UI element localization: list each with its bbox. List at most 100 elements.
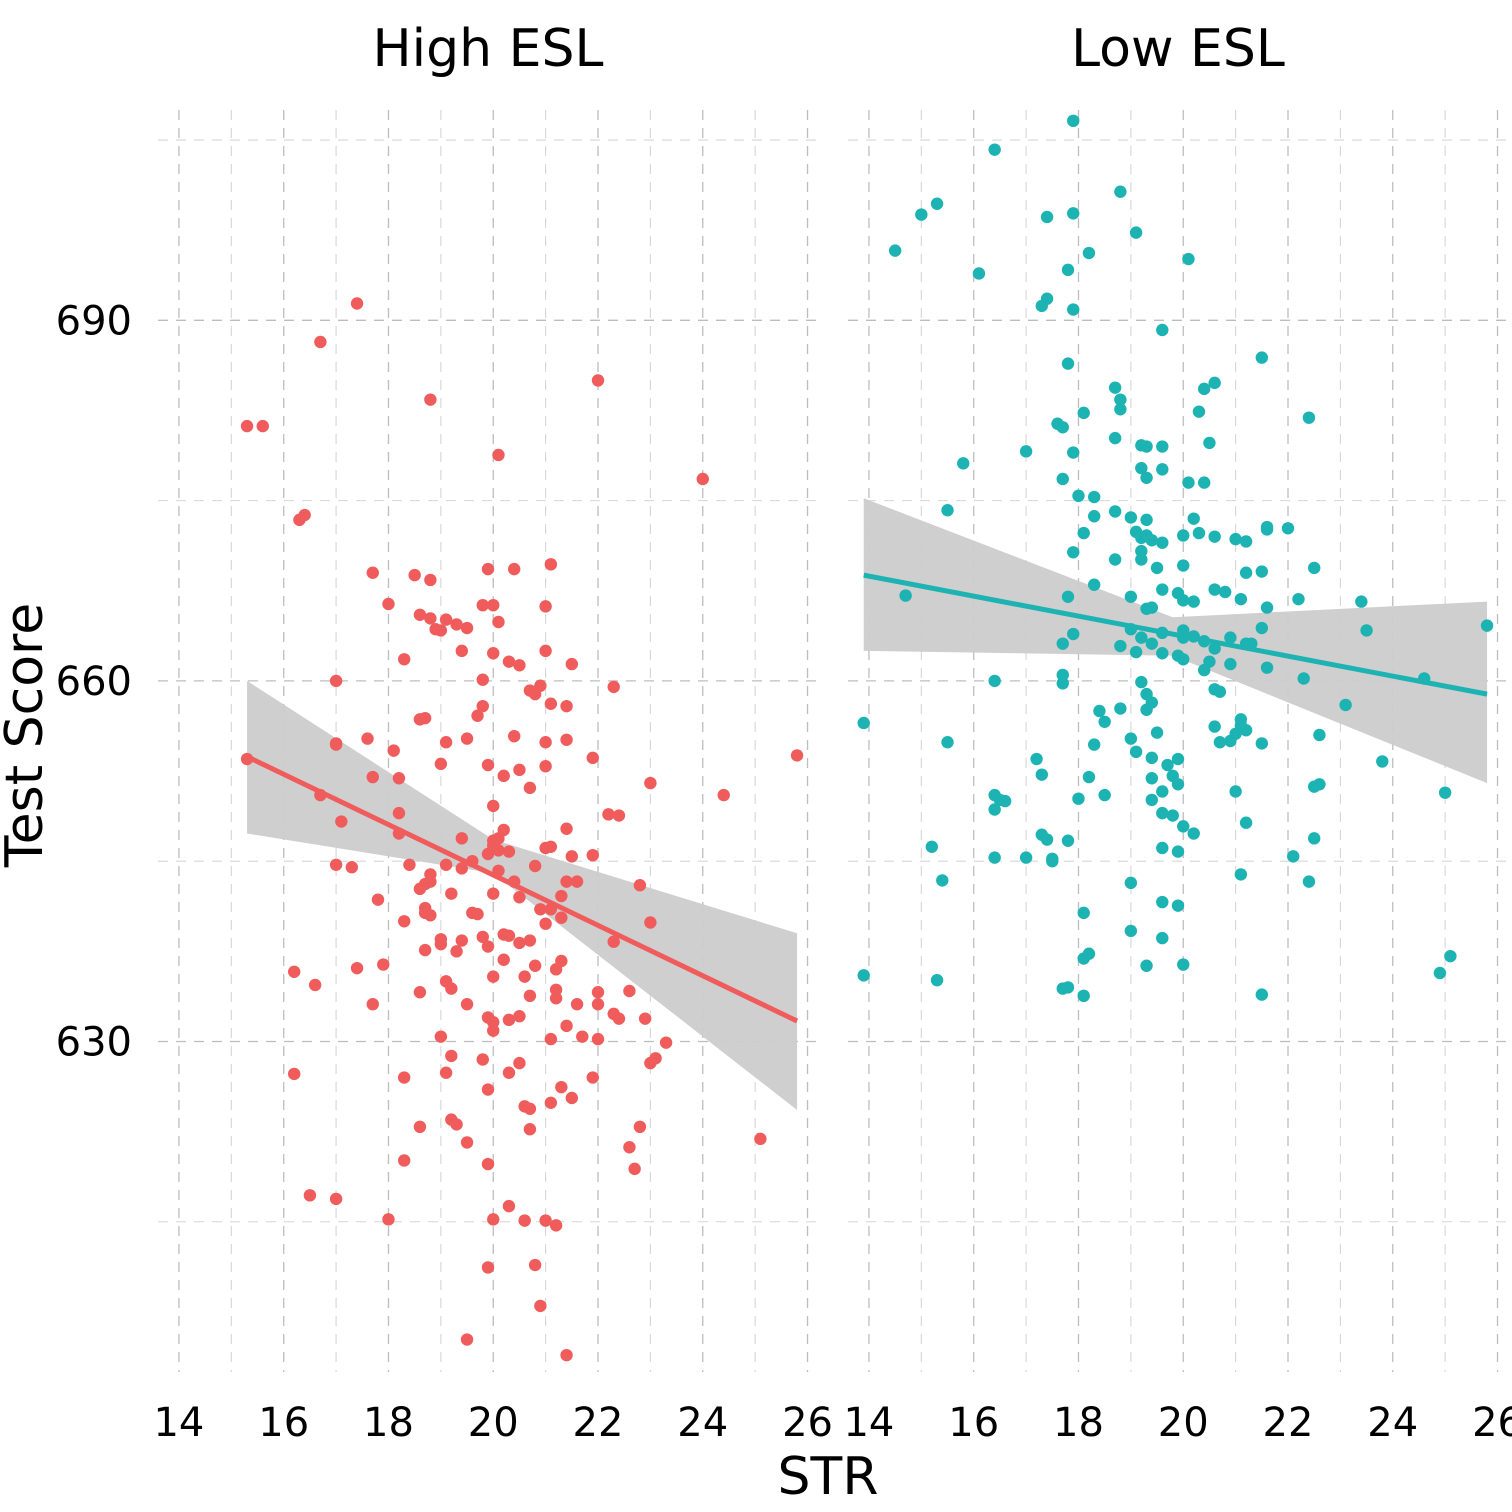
low-esl-data-point (1302, 875, 1316, 888)
high-esl-data-point (314, 335, 327, 349)
low-esl-data-point (1035, 768, 1049, 781)
low-esl-data-point (1297, 672, 1310, 685)
x-tick-label: 16 (948, 1400, 999, 1446)
low-esl-data-point (1355, 595, 1368, 608)
low-esl-data-point (1239, 723, 1253, 737)
low-esl-data-point (1192, 526, 1206, 540)
high-esl-data-point (439, 736, 453, 749)
high-esl-data-point (539, 644, 552, 658)
low-esl-data-point (1156, 647, 1169, 660)
low-esl-data-point (1171, 845, 1185, 858)
high-esl-data-point (534, 1299, 547, 1313)
high-esl-data-point (418, 943, 432, 957)
high-esl-data-point (497, 928, 510, 941)
high-esl-data-point (382, 597, 395, 611)
high-esl-data-point (350, 961, 364, 975)
low-esl-data-point (1019, 445, 1033, 458)
high-esl-data-point (586, 751, 599, 765)
low-esl-data-point (1171, 778, 1185, 791)
panel-title-low-esl: Low ESL (1071, 19, 1285, 79)
high-esl-data-point (570, 998, 584, 1011)
low-esl-data-point (1224, 631, 1237, 644)
low-esl-data-point (1287, 850, 1300, 863)
high-esl-data-point (507, 562, 521, 576)
low-esl-data-point (1140, 703, 1153, 716)
high-esl-data-point (487, 970, 500, 983)
low-esl-data-point (1072, 792, 1085, 805)
low-esl-data-point (1140, 471, 1153, 484)
low-esl-data-point (1019, 851, 1033, 864)
high-esl-data-point (450, 1118, 463, 1131)
high-esl-data-point (418, 711, 432, 725)
x-tick-label: 24 (1367, 1400, 1418, 1446)
high-esl-data-point (329, 858, 343, 871)
high-esl-fit-line (245, 754, 799, 1024)
low-esl-data-point (1156, 536, 1169, 549)
low-esl-data-point (988, 674, 1001, 688)
x-tick-label: 16 (258, 1400, 309, 1446)
low-esl-data-point (1376, 755, 1389, 768)
high-esl-data-point (397, 653, 411, 666)
high-esl-data-point (513, 1056, 526, 1070)
high-esl-data-point (455, 644, 469, 658)
low-esl-data-point (1177, 594, 1190, 607)
high-esl-data-point (539, 736, 552, 749)
low-esl-data-point (1061, 834, 1075, 847)
high-esl-data-point (555, 889, 568, 903)
high-esl-data-point (460, 732, 474, 745)
high-esl-data-point (481, 1083, 495, 1096)
high-esl-data-point (539, 841, 552, 855)
x-tick-label: 24 (677, 1400, 728, 1446)
confidence-bands (247, 498, 1488, 1110)
x-tick-label: 22 (1263, 1400, 1314, 1446)
high-esl-data-point (487, 1024, 500, 1037)
high-esl-data-point (528, 859, 542, 873)
low-esl-data-point (1087, 738, 1101, 751)
y-tick-label: 630 (56, 1019, 132, 1065)
high-esl-data-point (523, 1123, 537, 1136)
high-esl-data-point (387, 744, 400, 757)
low-esl-data-point (1313, 778, 1326, 791)
low-esl-data-point (1156, 931, 1169, 945)
low-esl-data-point (988, 851, 1001, 864)
low-esl-data-point (1067, 546, 1080, 559)
low-esl-data-point (1255, 621, 1269, 635)
low-esl-data-point (1171, 752, 1185, 766)
low-esl-data-point (1208, 720, 1221, 733)
low-esl-data-point (925, 840, 939, 853)
high-esl-data-point (602, 808, 615, 821)
low-esl-data-point (1307, 561, 1321, 575)
high-esl-data-point (497, 769, 510, 783)
high-esl-data-point (460, 1333, 474, 1346)
high-esl-data-point (607, 935, 620, 948)
high-esl-data-point (424, 612, 437, 625)
low-esl-data-point (1156, 463, 1169, 476)
high-esl-data-point (528, 687, 542, 701)
low-esl-data-point (1093, 704, 1106, 718)
low-esl-data-point (1145, 534, 1159, 547)
low-esl-data-point (1161, 758, 1174, 772)
high-esl-data-point (591, 1032, 605, 1046)
high-esl-data-point (544, 558, 558, 571)
low-esl-data-point (1156, 806, 1169, 820)
low-esl-data-point (1292, 592, 1305, 606)
low-esl-data-point (1087, 510, 1101, 523)
low-esl-data-point (1260, 601, 1274, 614)
x-tick-label: 20 (1158, 1400, 1209, 1446)
low-esl-data-point (1056, 677, 1069, 690)
low-esl-data-point (1150, 561, 1164, 575)
high-esl-data-point (754, 1132, 767, 1146)
high-esl-data-point (502, 655, 516, 668)
low-esl-data-point (1072, 489, 1085, 503)
low-esl-data-point (1197, 382, 1211, 396)
high-esl-data-point (513, 1010, 526, 1023)
low-esl-data-point (1124, 732, 1138, 745)
high-esl-data-point (591, 985, 605, 999)
high-esl-data-point (335, 815, 348, 828)
high-esl-data-point (513, 659, 526, 672)
low-esl-confidence-band (863, 498, 1488, 784)
high-esl-data-point (481, 940, 495, 953)
low-esl-data-point (915, 208, 928, 221)
low-esl-data-point (1208, 530, 1221, 543)
